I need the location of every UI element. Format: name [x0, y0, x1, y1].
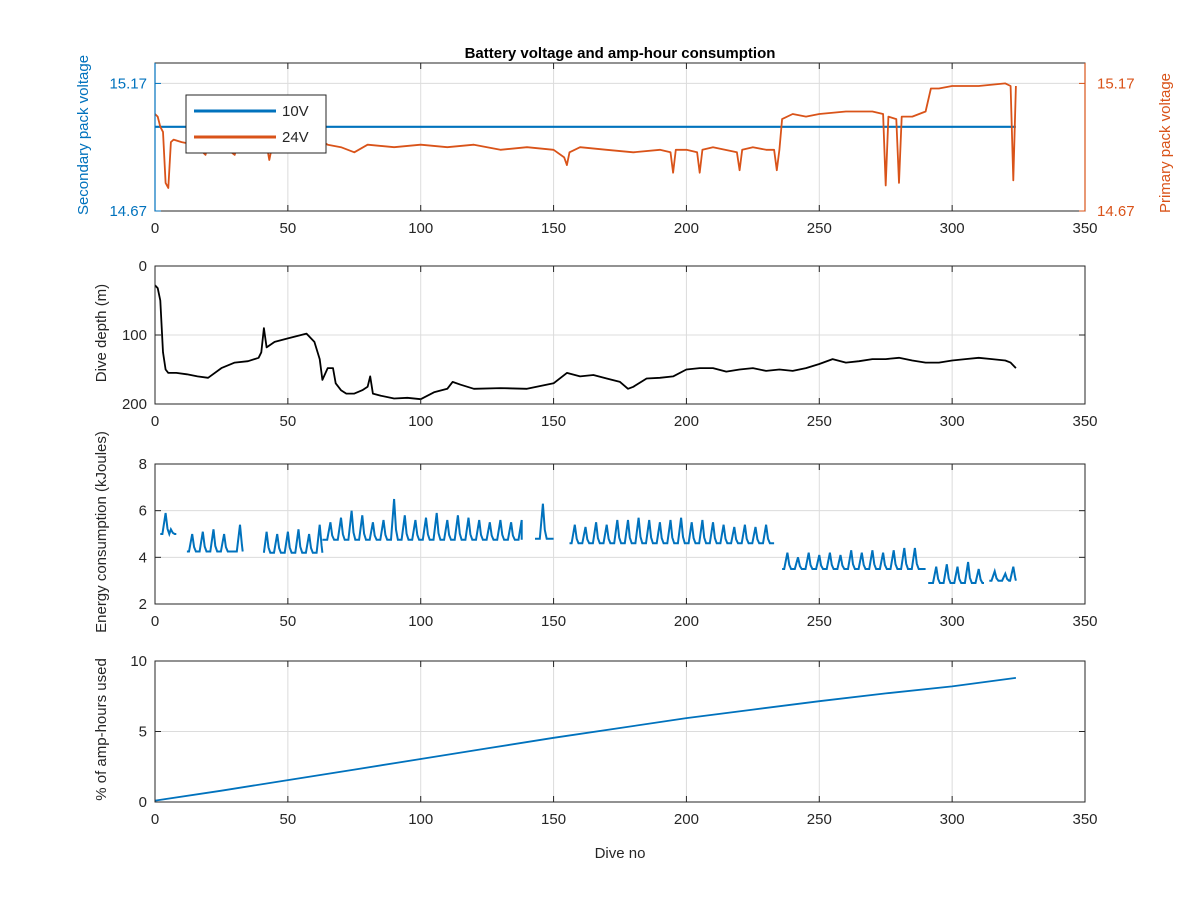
y-tick-label: 200 [122, 396, 147, 413]
legend-label: 24V [282, 129, 309, 146]
x-tick-label: 0 [151, 811, 159, 828]
series-line-data [155, 677, 1017, 802]
y-tick-label: 15.17 [109, 75, 147, 92]
x-tick-label: 100 [408, 811, 433, 828]
y-tick-label-right: 15.17 [1097, 75, 1135, 92]
y-tick-label: 10 [130, 653, 147, 670]
x-tick-label: 300 [940, 613, 965, 630]
series-line-segment [535, 503, 554, 540]
x-tick-label: 150 [541, 220, 566, 237]
series-line-segment [782, 547, 926, 570]
x-tick-label: 50 [280, 413, 297, 430]
x-axis-label: Dive no [595, 845, 646, 862]
series-line-segment [186, 524, 244, 553]
y-axis-label: % of amp-hours used [93, 658, 110, 801]
legend-label: 10V [282, 103, 309, 120]
y-tick-label: 8 [139, 456, 147, 473]
x-tick-label: 100 [408, 413, 433, 430]
y-tick-label: 6 [139, 503, 147, 520]
x-tick-label: 250 [807, 220, 832, 237]
x-tick-label: 150 [541, 811, 566, 828]
series-line-segment [322, 498, 523, 541]
depth-panel: 0 50 100 150 200 250 300 350 0 100 200 Dive depth (… [93, 258, 1098, 430]
x-tick-label: 300 [940, 220, 965, 237]
x-tick-label: 150 [541, 613, 566, 630]
x-tick-label: 50 [280, 613, 297, 630]
y-axis-label: Energy consumption (kJoules) [93, 431, 110, 633]
y-axis-label: Dive depth (m) [93, 284, 110, 382]
y-tick-label: 4 [139, 549, 147, 566]
y-axis-label: Secondary pack voltage [75, 55, 92, 215]
x-tick-label: 200 [674, 220, 699, 237]
amp-hours-panel: 0 50 100 150 200 250 300 350 0 5 10 % of amp-hours … [93, 653, 1098, 862]
series-line-data [155, 284, 1017, 401]
voltage-panel: 0 50 100 150 200 250 300 35014.6715.1714.6715.1… [75, 55, 1174, 237]
x-tick-label: 0 [151, 220, 159, 237]
x-tick-label: 350 [1072, 413, 1097, 430]
x-tick-label: 100 [408, 613, 433, 630]
y-tick-label: 5 [139, 724, 147, 741]
x-tick-label: 250 [807, 613, 832, 630]
series-line-segment [569, 517, 775, 545]
series-line-segment [989, 566, 1017, 582]
x-tick-label: 100 [408, 220, 433, 237]
y-tick-label: 100 [122, 327, 147, 344]
series-line-segment [928, 561, 984, 584]
y-tick-label: 0 [139, 258, 147, 275]
y-tick-label: 0 [139, 794, 147, 811]
figure-title: Battery voltage and amp-hour consumption [465, 45, 776, 62]
x-tick-label: 300 [940, 811, 965, 828]
y-tick-label: 2 [139, 596, 147, 613]
y-tick-label-right: 14.67 [1097, 203, 1135, 220]
series-line-24v [155, 82, 1017, 189]
energy-panel: 0 50 100 150 200 250 300 350 2 4 6 8 Energy consumpt… [93, 431, 1098, 633]
x-tick-label: 350 [1072, 220, 1097, 237]
x-tick-label: 0 [151, 413, 159, 430]
legend-box [185, 94, 327, 154]
x-tick-label: 250 [807, 413, 832, 430]
legend: 10V 24V [185, 94, 327, 154]
x-tick-label: 150 [541, 413, 566, 430]
x-tick-label: 0 [151, 613, 159, 630]
series-line-segment [262, 524, 324, 554]
x-tick-label: 300 [940, 413, 965, 430]
x-tick-label: 200 [674, 413, 699, 430]
x-tick-label: 50 [280, 811, 297, 828]
x-tick-label: 200 [674, 613, 699, 630]
axes-box [154, 463, 1086, 605]
y-tick-label: 14.67 [109, 203, 147, 220]
x-tick-label: 250 [807, 811, 832, 828]
y-axis-label-right: Primary pack voltage [1157, 73, 1174, 213]
x-tick-label: 200 [674, 811, 699, 828]
x-tick-label: 50 [280, 220, 297, 237]
series-line-segment [160, 512, 177, 538]
x-tick-label: 350 [1072, 613, 1097, 630]
x-tick-label: 350 [1072, 811, 1097, 828]
